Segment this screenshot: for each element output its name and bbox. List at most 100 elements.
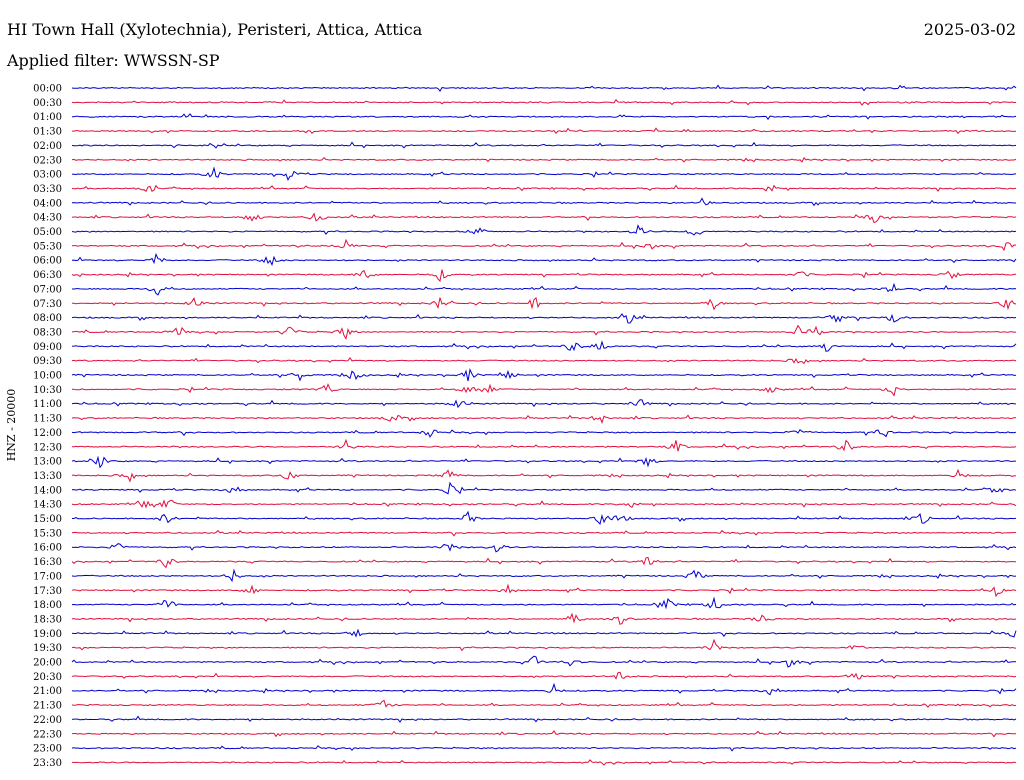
- time-tick-label: 16:30: [33, 557, 62, 568]
- trace-1930: [71, 638, 1017, 652]
- date-label: 2025-03-02: [923, 20, 1016, 39]
- trace-2330: [72, 759, 1017, 766]
- trace-1830: [71, 612, 1017, 625]
- time-tick-label: 14:30: [33, 500, 62, 511]
- time-tick-label: 06:30: [33, 270, 62, 281]
- trace-0130: [72, 127, 1017, 135]
- trace-0430: [71, 212, 1017, 224]
- trace-1630: [71, 556, 1017, 569]
- trace-0630: [71, 269, 1017, 283]
- time-tick-label: 02:30: [33, 155, 62, 166]
- time-tick-label: 07:00: [33, 284, 62, 295]
- time-tick-label: 07:30: [33, 299, 62, 310]
- time-tick-label: 13:00: [33, 457, 62, 468]
- trace-0200: [71, 141, 1017, 149]
- filter-label: Applied filter: WWSSN-SP: [7, 51, 220, 70]
- time-tick-label: 20:00: [33, 658, 62, 669]
- time-tick-label: 04:00: [33, 198, 62, 209]
- trace-0000: [71, 84, 1017, 93]
- time-tick-label: 19:00: [33, 629, 62, 640]
- time-tick-label: 15:00: [33, 514, 62, 525]
- time-tick-label: 14:00: [33, 485, 62, 496]
- time-tick-label: 22:00: [33, 715, 62, 726]
- trace-0900: [71, 340, 1017, 352]
- time-tick-label: 08:30: [33, 327, 62, 338]
- trace-0800: [71, 313, 1017, 324]
- trace-2130: [71, 699, 1017, 708]
- time-tick-label: 10:00: [33, 371, 62, 382]
- trace-0730: [72, 296, 1017, 311]
- time-tick-label: 03:30: [33, 184, 62, 195]
- time-tick-label: 16:00: [33, 543, 62, 554]
- trace-0830: [71, 324, 1017, 341]
- trace-1500: [72, 510, 1017, 526]
- trace-1300: [71, 455, 1016, 469]
- time-tick-label: 10:30: [33, 385, 62, 396]
- trace-0300: [71, 166, 1017, 181]
- trace-0600: [71, 252, 1017, 267]
- trace-0500: [71, 224, 1017, 236]
- trace-1000: [71, 368, 1017, 382]
- time-tick-label: 00:00: [33, 84, 62, 95]
- time-tick-label: 20:30: [33, 672, 62, 683]
- trace-1430: [71, 499, 1017, 509]
- trace-1800: [71, 596, 1017, 610]
- time-tick-label: 05:00: [33, 227, 62, 238]
- time-tick-label: 15:30: [33, 528, 62, 539]
- trace-1100: [71, 399, 1017, 409]
- time-tick-label: 12:00: [33, 428, 62, 439]
- trace-1230: [72, 438, 1017, 452]
- trace-2200: [71, 715, 1017, 723]
- time-tick-label: 21:30: [33, 701, 62, 712]
- trace-2030: [71, 671, 1017, 680]
- time-tick-label: 23:30: [33, 758, 62, 769]
- time-tick-label: 21:00: [33, 686, 62, 697]
- trace-0400: [71, 197, 1016, 207]
- time-tick-label: 23:00: [33, 744, 62, 755]
- time-tick-label: 02:00: [33, 141, 62, 152]
- time-tick-label: 12:30: [33, 442, 62, 453]
- trace-1600: [71, 543, 1017, 553]
- trace-1900: [71, 628, 1017, 638]
- time-tick-label: 13:30: [33, 471, 62, 482]
- station-title: HI Town Hall (Xylotechnia), Peristeri, A…: [7, 20, 423, 39]
- time-tick-label: 06:00: [33, 256, 62, 267]
- trace-0030: [71, 98, 1017, 106]
- trace-1730: [71, 583, 1017, 598]
- time-tick-label: 03:00: [33, 170, 62, 181]
- time-tick-label: 22:30: [33, 729, 62, 740]
- trace-2300: [71, 745, 1017, 752]
- time-tick-label: 18:00: [33, 600, 62, 611]
- time-tick-label: 04:30: [33, 213, 62, 224]
- time-tick-label: 11:30: [33, 414, 62, 425]
- trace-1200: [71, 428, 1017, 438]
- time-tick-label: 01:30: [33, 127, 62, 138]
- trace-0330: [71, 184, 1017, 193]
- trace-1530: [71, 529, 1016, 537]
- y-axis-label: HNZ - 20000: [5, 389, 18, 462]
- time-tick-label: 09:30: [33, 356, 62, 367]
- trace-1130: [71, 414, 1017, 424]
- trace-1030: [71, 383, 1017, 397]
- trace-0530: [71, 238, 1017, 252]
- trace-0230: [71, 156, 1017, 163]
- time-tick-label: 09:00: [33, 342, 62, 353]
- time-tick-label: 00:30: [33, 98, 62, 109]
- trace-0930: [71, 357, 1017, 365]
- trace-1700: [71, 568, 1017, 583]
- trace-0100: [72, 113, 1017, 121]
- time-tick-label: 05:30: [33, 241, 62, 252]
- time-tick-label: 11:00: [33, 399, 62, 410]
- time-tick-label: 01:00: [33, 112, 62, 123]
- trace-1330: [71, 468, 1017, 483]
- time-tick-label: 19:30: [33, 643, 62, 654]
- time-tick-label: 17:30: [33, 586, 62, 597]
- time-tick-label: 18:30: [33, 614, 62, 625]
- trace-2000: [71, 655, 1017, 668]
- trace-0700: [71, 282, 1017, 296]
- trace-2100: [71, 682, 1017, 696]
- trace-1400: [71, 481, 1017, 495]
- time-tick-label: 17:00: [33, 571, 62, 582]
- time-tick-label: 08:00: [33, 313, 62, 324]
